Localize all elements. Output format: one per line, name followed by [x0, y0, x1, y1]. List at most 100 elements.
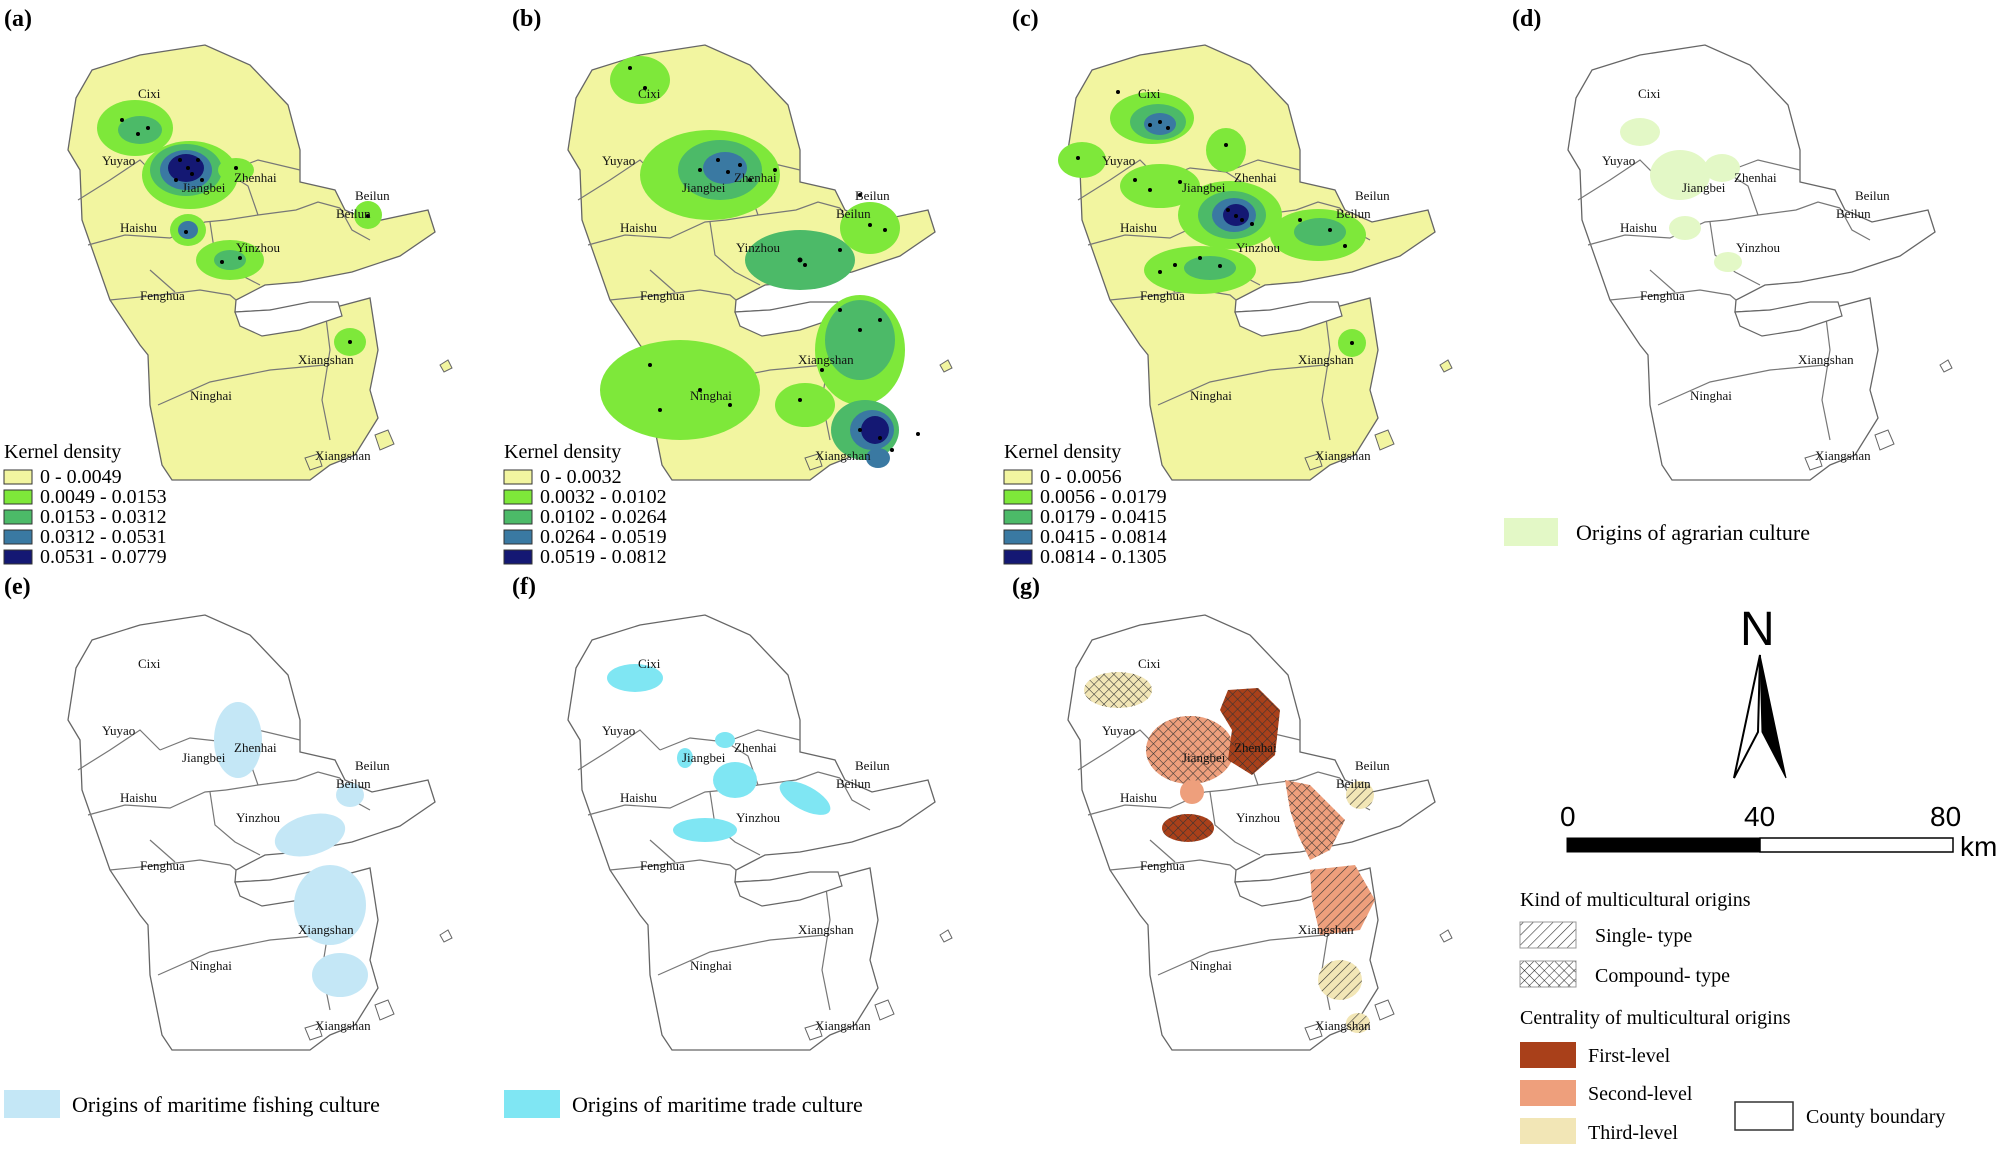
fishing-areas-e	[214, 702, 368, 997]
svg-text:Jiangbei: Jiangbei	[1182, 180, 1226, 195]
place-labels-a: Cixi Yuyao Jiangbei Zhenhai Beilun Beilu…	[102, 86, 390, 463]
svg-text:Yuyao: Yuyao	[602, 723, 635, 738]
legend-d: Origins of agrarian culture	[1504, 518, 1810, 546]
svg-text:Beilun: Beilun	[1336, 206, 1371, 221]
svg-text:Haishu: Haishu	[120, 220, 157, 235]
svg-text:Zhenhai: Zhenhai	[734, 170, 777, 185]
svg-text:Ninghai: Ninghai	[690, 388, 732, 403]
svg-text:Yinzhou: Yinzhou	[1736, 240, 1781, 255]
svg-text:Beilun: Beilun	[855, 758, 890, 773]
svg-text:Origins of agrarian culture: Origins of agrarian culture	[1576, 520, 1810, 545]
svg-text:Haishu: Haishu	[1120, 220, 1157, 235]
svg-text:Xiangshan: Xiangshan	[315, 448, 371, 463]
svg-text:Haishu: Haishu	[620, 790, 657, 805]
svg-text:Yinzhou: Yinzhou	[236, 240, 281, 255]
svg-text:First-level: First-level	[1588, 1045, 1671, 1067]
legend-a: Kernel density 0 - 0.0049 0.0049 - 0.015…	[3, 441, 167, 568]
svg-text:Beilun: Beilun	[836, 206, 871, 221]
svg-text:0.0049 - 0.0153: 0.0049 - 0.0153	[40, 486, 167, 508]
svg-text:Kernel density: Kernel density	[504, 441, 621, 463]
panel-d: (d) Cixi Yuyao Jiangbei Zhenhai Beilun B…	[1504, 6, 1952, 546]
svg-text:Yinzhou: Yinzhou	[1236, 810, 1281, 825]
svg-text:Zhenhai: Zhenhai	[234, 170, 277, 185]
svg-text:Fenghua: Fenghua	[140, 288, 185, 303]
svg-text:Zhenhai: Zhenhai	[234, 740, 277, 755]
svg-text:Centrality of multicultural or: Centrality of multicultural origins	[1520, 1007, 1791, 1029]
svg-text:Fenghua: Fenghua	[140, 858, 185, 873]
svg-text:0.0312 - 0.0531: 0.0312 - 0.0531	[40, 526, 167, 548]
panel-f-label: (f)	[512, 574, 536, 600]
origin-areas-g	[1084, 672, 1375, 1033]
svg-text:Xiangshan: Xiangshan	[815, 1018, 871, 1033]
svg-text:Zhenhai: Zhenhai	[1234, 170, 1277, 185]
svg-text:0 - 0.0049: 0 - 0.0049	[40, 466, 122, 488]
svg-text:Yinzhou: Yinzhou	[1236, 240, 1281, 255]
svg-text:Xiangshan: Xiangshan	[798, 922, 854, 937]
svg-text:Ninghai: Ninghai	[1190, 958, 1232, 973]
legend-g: Kind of multicultural origins Single- ty…	[1519, 889, 1945, 1144]
panel-g-label: (g)	[1012, 574, 1040, 600]
svg-text:Beilun: Beilun	[336, 776, 371, 791]
place-labels-f: Cixi Yuyao Jiangbei Zhenhai Beilun Beilu…	[602, 656, 890, 1033]
svg-text:Xiangshan: Xiangshan	[798, 352, 854, 367]
svg-text:Fenghua: Fenghua	[1140, 858, 1185, 873]
svg-text:Origins of maritime trade cult: Origins of maritime trade culture	[572, 1092, 863, 1117]
svg-text:Yuyao: Yuyao	[1102, 153, 1135, 168]
svg-text:Beilun: Beilun	[1836, 206, 1871, 221]
panel-e-label: (e)	[4, 574, 31, 600]
svg-text:Yuyao: Yuyao	[1602, 153, 1635, 168]
svg-text:Beilun: Beilun	[836, 776, 871, 791]
svg-text:Yuyao: Yuyao	[102, 723, 135, 738]
agrarian-areas-d	[1620, 118, 1742, 272]
panel-d-label: (d)	[1512, 6, 1541, 32]
svg-text:Zhenhai: Zhenhai	[1734, 170, 1777, 185]
panel-c: (c) Cixi	[1003, 6, 1452, 568]
place-labels-b: Cixi Yuyao Jiangbei Zhenhai Beilun Beilu…	[602, 86, 890, 463]
svg-text:Jiangbei: Jiangbei	[682, 750, 726, 765]
svg-text:Jiangbei: Jiangbei	[182, 180, 226, 195]
svg-text:Cixi: Cixi	[138, 86, 161, 101]
svg-text:Origins of maritime fishing cu: Origins of maritime fishing culture	[72, 1092, 380, 1117]
svg-text:Beilun: Beilun	[355, 188, 390, 203]
legend-f: Origins of maritime trade culture	[504, 1090, 863, 1118]
svg-text:Ninghai: Ninghai	[690, 958, 732, 973]
svg-text:Ninghai: Ninghai	[1190, 388, 1232, 403]
sites-c	[1076, 90, 1354, 345]
svg-text:0 - 0.0056: 0 - 0.0056	[1040, 466, 1122, 488]
panel-b: (b)	[503, 6, 952, 568]
svg-text:Xiangshan: Xiangshan	[1815, 448, 1871, 463]
svg-text:Jiangbei: Jiangbei	[182, 750, 226, 765]
svg-text:Beilun: Beilun	[336, 206, 371, 221]
svg-text:Xiangshan: Xiangshan	[1798, 352, 1854, 367]
trade-areas-f	[607, 664, 831, 842]
legend-b: Kernel density 0 - 0.0032 0.0032 - 0.010…	[503, 441, 667, 568]
svg-text:0.0415 - 0.0814: 0.0415 - 0.0814	[1040, 526, 1167, 548]
svg-text:N: N	[1740, 603, 1775, 656]
svg-text:Beilun: Beilun	[1336, 776, 1371, 791]
svg-text:0: 0	[1560, 801, 1576, 832]
svg-text:Yuyao: Yuyao	[602, 153, 635, 168]
svg-text:0.0179 - 0.0415: 0.0179 - 0.0415	[1040, 506, 1167, 528]
svg-text:0.0032 - 0.0102: 0.0032 - 0.0102	[540, 486, 667, 508]
svg-text:Xiangshan: Xiangshan	[1315, 448, 1371, 463]
place-labels-c: Cixi Yuyao Jiangbei Zhenhai Beilun Beilu…	[1102, 86, 1390, 463]
svg-text:80: 80	[1930, 801, 1961, 832]
svg-text:Xiangshan: Xiangshan	[298, 922, 354, 937]
svg-text:0 - 0.0032: 0 - 0.0032	[540, 466, 622, 488]
svg-text:Haishu: Haishu	[1620, 220, 1657, 235]
panel-a-label: (a)	[4, 6, 32, 32]
svg-text:0.0519 - 0.0812: 0.0519 - 0.0812	[540, 546, 667, 568]
svg-text:Second-level: Second-level	[1588, 1083, 1693, 1105]
svg-text:Xiangshan: Xiangshan	[1298, 352, 1354, 367]
svg-text:Xiangshan: Xiangshan	[1298, 922, 1354, 937]
svg-text:km: km	[1960, 831, 1997, 862]
svg-text:Single- type: Single- type	[1595, 925, 1692, 947]
svg-text:Kind of multicultural origins: Kind of multicultural origins	[1520, 889, 1751, 911]
svg-text:Cixi: Cixi	[1638, 86, 1661, 101]
svg-text:Beilun: Beilun	[1355, 188, 1390, 203]
svg-text:0.0531 - 0.0779: 0.0531 - 0.0779	[40, 546, 167, 568]
svg-text:Ninghai: Ninghai	[1690, 388, 1732, 403]
panel-c-label: (c)	[1012, 6, 1039, 32]
svg-text:Beilun: Beilun	[1355, 758, 1390, 773]
svg-text:0.0056 - 0.0179: 0.0056 - 0.0179	[1040, 486, 1167, 508]
